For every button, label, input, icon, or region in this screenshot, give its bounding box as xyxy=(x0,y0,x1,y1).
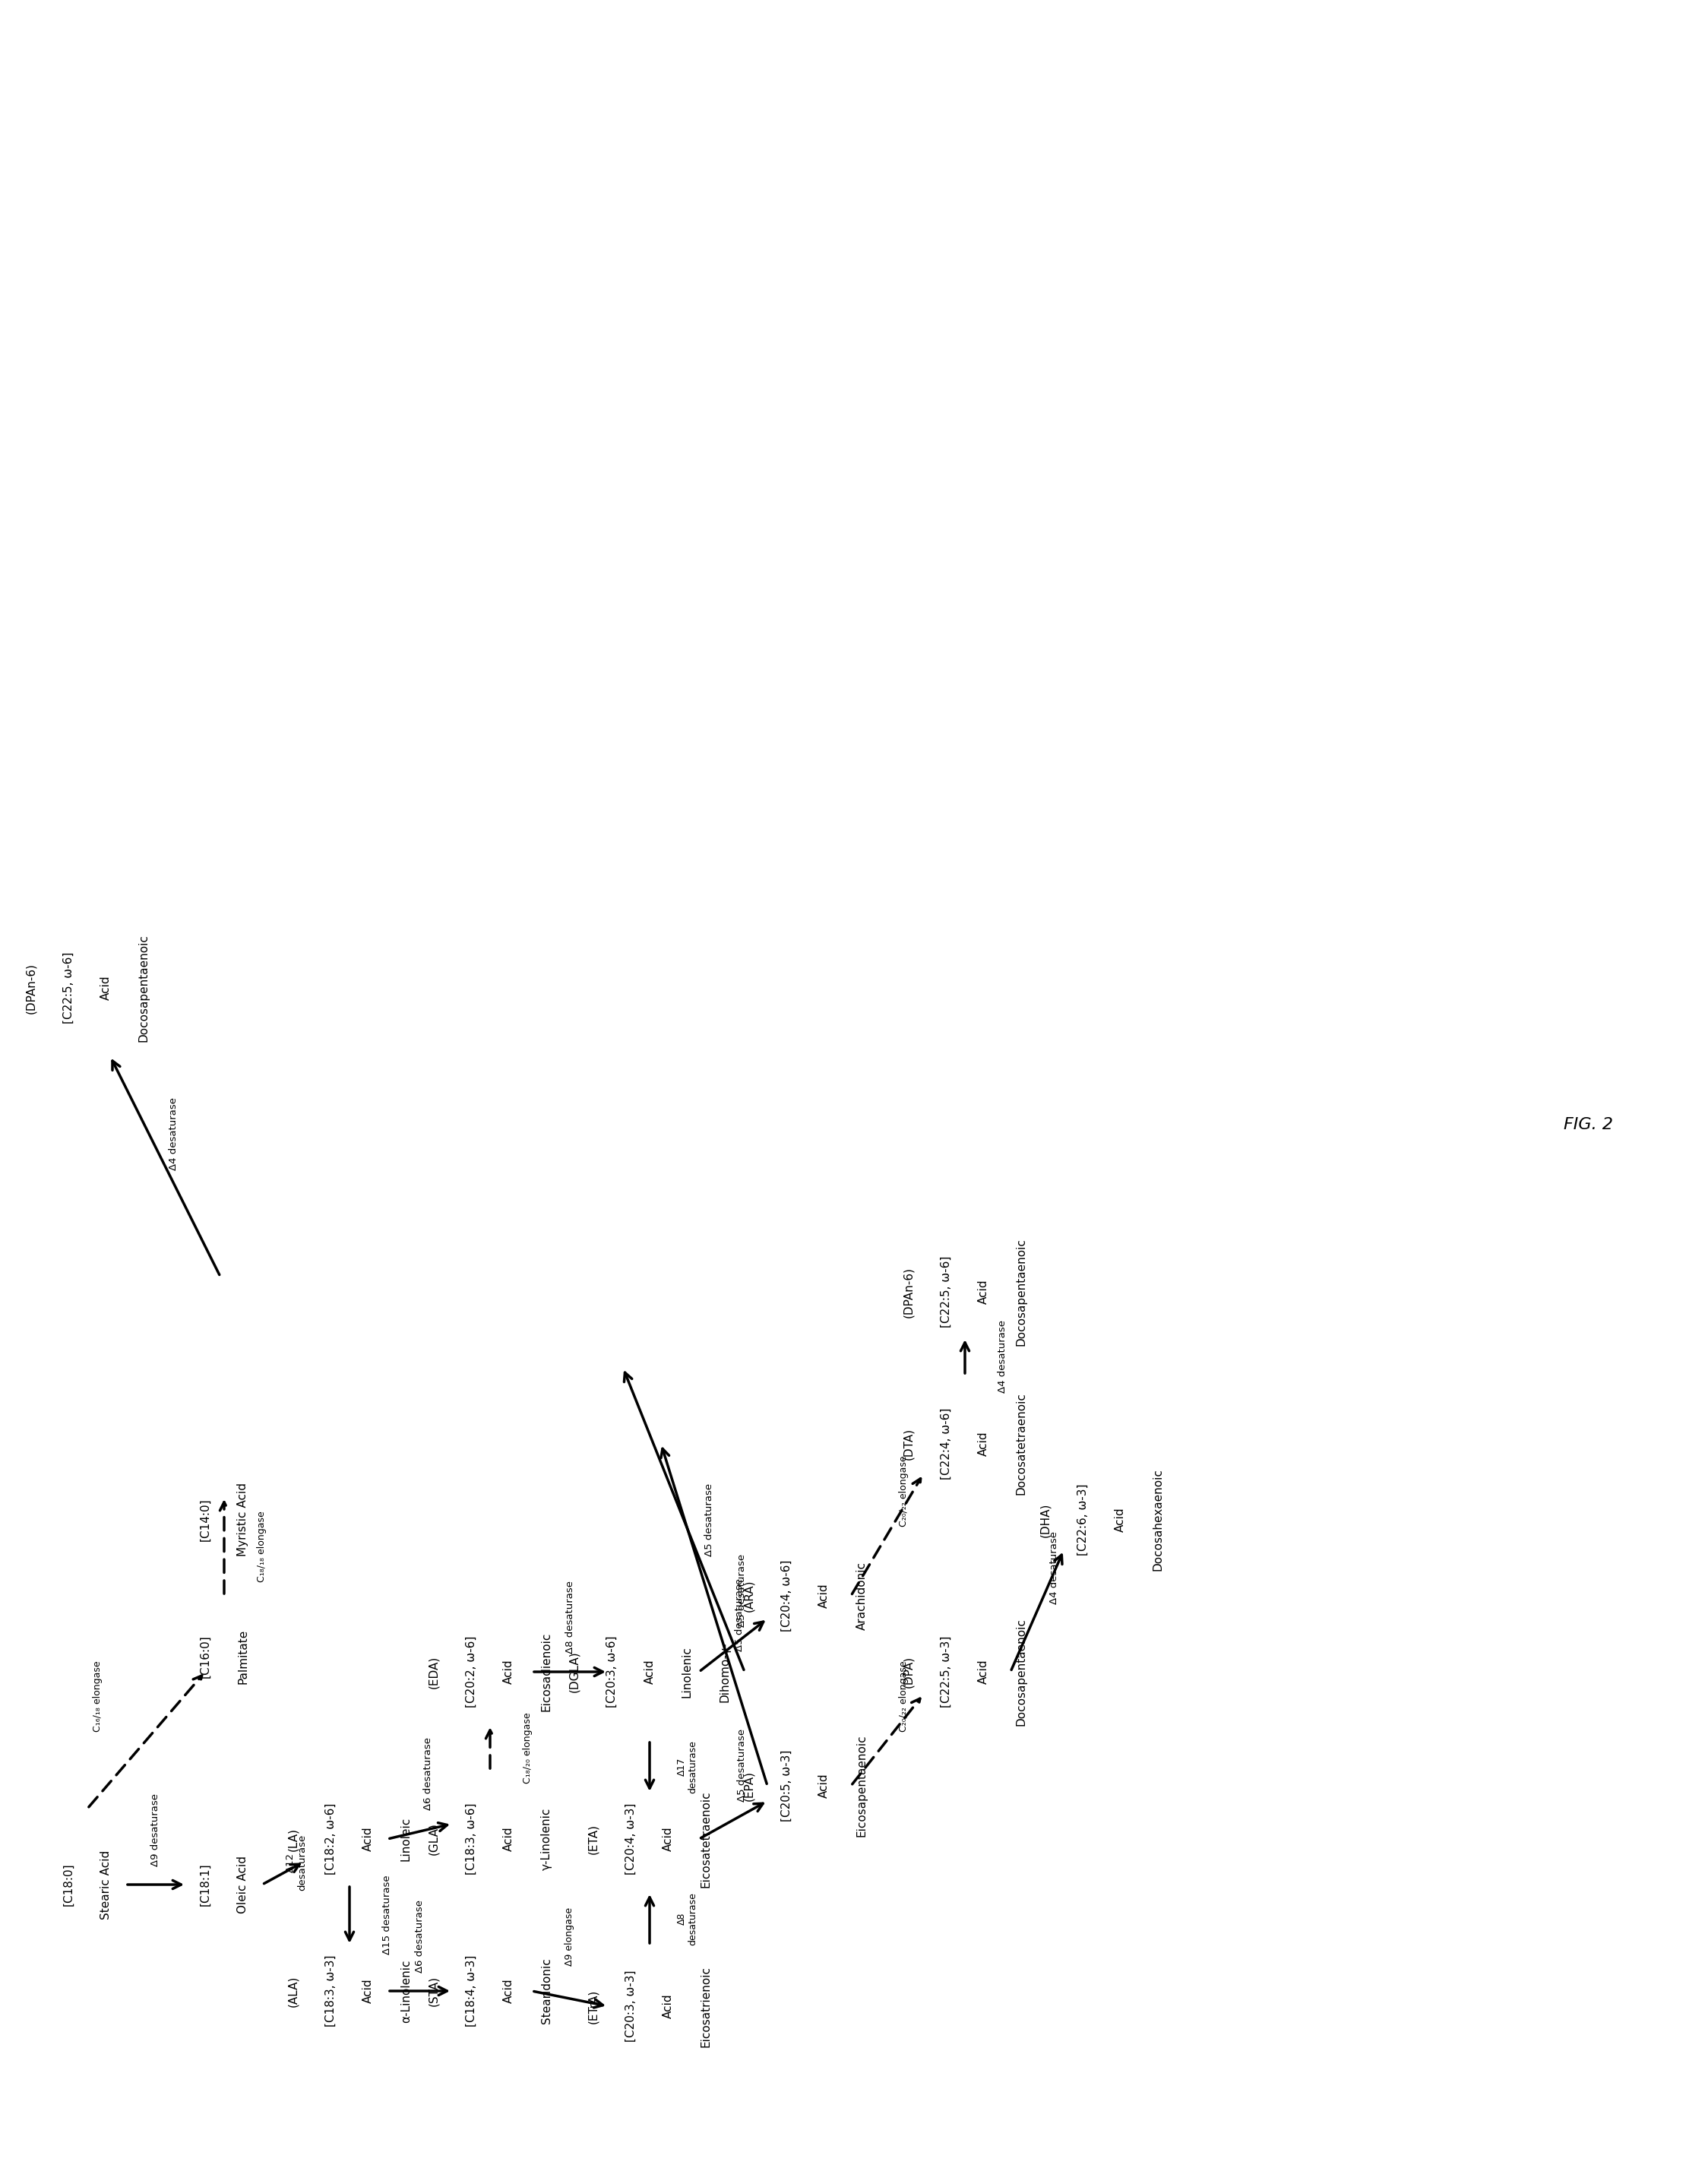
Text: [C18:1]: [C18:1] xyxy=(200,1863,212,1907)
Text: (DTA): (DTA) xyxy=(904,1428,914,1459)
Text: Docosapentaenoic: Docosapentaenoic xyxy=(1016,1618,1027,1725)
Text: Linoleic: Linoleic xyxy=(400,1817,412,1861)
Text: Acid: Acid xyxy=(663,1994,675,2018)
Text: (ALA): (ALA) xyxy=(287,1974,299,2007)
Text: Δ6 desaturase: Δ6 desaturase xyxy=(415,1900,425,1972)
Text: C₁₈/₂₀ elongase: C₁₈/₂₀ elongase xyxy=(523,1712,533,1784)
Text: [C20:2, ω-6]: [C20:2, ω-6] xyxy=(466,1636,477,1708)
Text: Acid: Acid xyxy=(101,976,111,1000)
Text: C₂₀/₂₂ elongase: C₂₀/₂₂ elongase xyxy=(898,1662,909,1732)
Text: (DPA): (DPA) xyxy=(904,1655,914,1688)
Text: Docosahexaenoic: Docosahexaenoic xyxy=(1153,1468,1163,1570)
Text: Eicosatrienoic: Eicosatrienoic xyxy=(700,1966,712,2046)
Text: Stearic Acid: Stearic Acid xyxy=(101,1850,111,1920)
Text: [C18:4, ω-3]: [C18:4, ω-3] xyxy=(466,1955,477,2027)
Text: Acid: Acid xyxy=(1115,1507,1126,1533)
Text: Docosatetraenoic: Docosatetraenoic xyxy=(1016,1393,1027,1496)
Text: (STA): (STA) xyxy=(429,1977,439,2007)
Text: (EPA): (EPA) xyxy=(743,1771,755,1802)
Text: (ETA): (ETA) xyxy=(588,1824,600,1854)
Text: Δ17
desaturase: Δ17 desaturase xyxy=(676,1741,699,1793)
Text: Δ5 desaturase: Δ5 desaturase xyxy=(736,1730,746,1802)
Text: γ-Linolenic: γ-Linolenic xyxy=(541,1808,552,1870)
Text: [C18:2, ω-6]: [C18:2, ω-6] xyxy=(325,1804,336,1874)
Text: Acid: Acid xyxy=(818,1583,830,1607)
Text: (DHA): (DHA) xyxy=(1040,1503,1050,1538)
Text: Palmitate: Palmitate xyxy=(237,1629,249,1684)
Text: Acid: Acid xyxy=(979,1660,989,1684)
Text: Acid: Acid xyxy=(362,1826,374,1852)
Text: Acid: Acid xyxy=(818,1773,830,1797)
Text: α-Linolenic: α-Linolenic xyxy=(400,1959,412,2022)
Text: Oleic Acid: Oleic Acid xyxy=(237,1856,249,1913)
Text: FIG. 2: FIG. 2 xyxy=(1565,1118,1612,1131)
Text: C₂₀/₂₂ elongase: C₂₀/₂₂ elongase xyxy=(898,1457,909,1527)
Text: (LA): (LA) xyxy=(287,1828,299,1850)
Text: [C20:3, ω-3]: [C20:3, ω-3] xyxy=(625,1970,637,2042)
Text: [C22:6, ω-3]: [C22:6, ω-3] xyxy=(1078,1483,1088,1555)
Text: [C20:3, ω-6]: [C20:3, ω-6] xyxy=(606,1636,618,1708)
Text: Acid: Acid xyxy=(504,1826,514,1852)
Text: (DPAn-6): (DPAn-6) xyxy=(26,963,36,1013)
Text: Acid: Acid xyxy=(663,1826,675,1852)
Text: Acid: Acid xyxy=(979,1280,989,1304)
Text: [C22:5, ω-3]: [C22:5, ω-3] xyxy=(941,1636,951,1708)
Text: [C18:3, ω-6]: [C18:3, ω-6] xyxy=(466,1804,477,1874)
Text: Δ8
desaturase: Δ8 desaturase xyxy=(676,1891,699,1946)
Text: Δ15 desaturase: Δ15 desaturase xyxy=(383,1876,393,1955)
Text: [C20:4, ω-6]: [C20:4, ω-6] xyxy=(781,1559,793,1631)
Text: Δ9 desaturase: Δ9 desaturase xyxy=(150,1793,161,1867)
Text: C₁₈/₁₈ elongase: C₁₈/₁₈ elongase xyxy=(256,1511,266,1581)
Text: Δ4 desaturase: Δ4 desaturase xyxy=(169,1096,179,1171)
Text: Myristic Acid: Myristic Acid xyxy=(237,1483,249,1557)
Text: [C22:5, ω-6]: [C22:5, ω-6] xyxy=(63,952,73,1024)
Text: (GLA): (GLA) xyxy=(429,1824,439,1854)
Text: Linolenic: Linolenic xyxy=(681,1647,693,1697)
Text: Eicosatetraenoic: Eicosatetraenoic xyxy=(700,1791,712,1887)
Text: Δ12
desaturase: Δ12 desaturase xyxy=(285,1835,307,1891)
Text: Acid: Acid xyxy=(979,1431,989,1457)
Text: Docosapentaenoic: Docosapentaenoic xyxy=(1016,1238,1027,1345)
Text: [C22:5, ω-6]: [C22:5, ω-6] xyxy=(941,1256,951,1328)
Text: [C20:5, ω-3]: [C20:5, ω-3] xyxy=(781,1749,793,1821)
Text: (ARA): (ARA) xyxy=(743,1579,755,1612)
Text: Acid: Acid xyxy=(504,1660,514,1684)
Text: Δ4 desaturase: Δ4 desaturase xyxy=(1049,1531,1059,1603)
Text: Eicosapentaenoic: Eicosapentaenoic xyxy=(856,1734,868,1837)
Text: Acid: Acid xyxy=(504,1979,514,2003)
Text: C₁₆/₁₈ elongase: C₁₆/₁₈ elongase xyxy=(92,1662,102,1732)
Text: [C20:4, ω-3]: [C20:4, ω-3] xyxy=(625,1804,637,1874)
Text: (DGLA): (DGLA) xyxy=(569,1651,581,1693)
Text: Δ5 desaturase: Δ5 desaturase xyxy=(736,1555,746,1627)
Text: [C22:4, ω-6]: [C22:4, ω-6] xyxy=(941,1409,951,1481)
Text: (DPAn-6): (DPAn-6) xyxy=(904,1267,914,1317)
Text: Δ8 desaturase: Δ8 desaturase xyxy=(565,1581,576,1653)
Text: Δ5 desaturase: Δ5 desaturase xyxy=(704,1483,714,1557)
Text: [C18:3, ω-3]: [C18:3, ω-3] xyxy=(325,1955,336,2027)
Text: Eicosadienoic: Eicosadienoic xyxy=(541,1631,552,1712)
Text: (EDA): (EDA) xyxy=(429,1655,439,1688)
Text: Δ6 desaturase: Δ6 desaturase xyxy=(424,1736,434,1811)
Text: [C18:0]: [C18:0] xyxy=(63,1863,73,1907)
Text: Δ9 elongase: Δ9 elongase xyxy=(565,1907,576,1966)
Text: [C16:0]: [C16:0] xyxy=(200,1636,212,1677)
Text: Δ4 desaturase: Δ4 desaturase xyxy=(997,1319,1008,1393)
Text: Docosapentaenoic: Docosapentaenoic xyxy=(138,935,149,1042)
Text: Arachidonic: Arachidonic xyxy=(856,1562,868,1629)
Text: Acid: Acid xyxy=(362,1979,374,2003)
Text: [C14:0]: [C14:0] xyxy=(200,1498,212,1542)
Text: Δ5 desaturase: Δ5 desaturase xyxy=(734,1579,745,1651)
Text: Acid: Acid xyxy=(644,1660,656,1684)
Text: Dihomo-γ-: Dihomo-γ- xyxy=(719,1642,731,1701)
Text: (ETrA): (ETrA) xyxy=(588,1990,600,2022)
Text: Stearidonic: Stearidonic xyxy=(541,1959,552,2025)
